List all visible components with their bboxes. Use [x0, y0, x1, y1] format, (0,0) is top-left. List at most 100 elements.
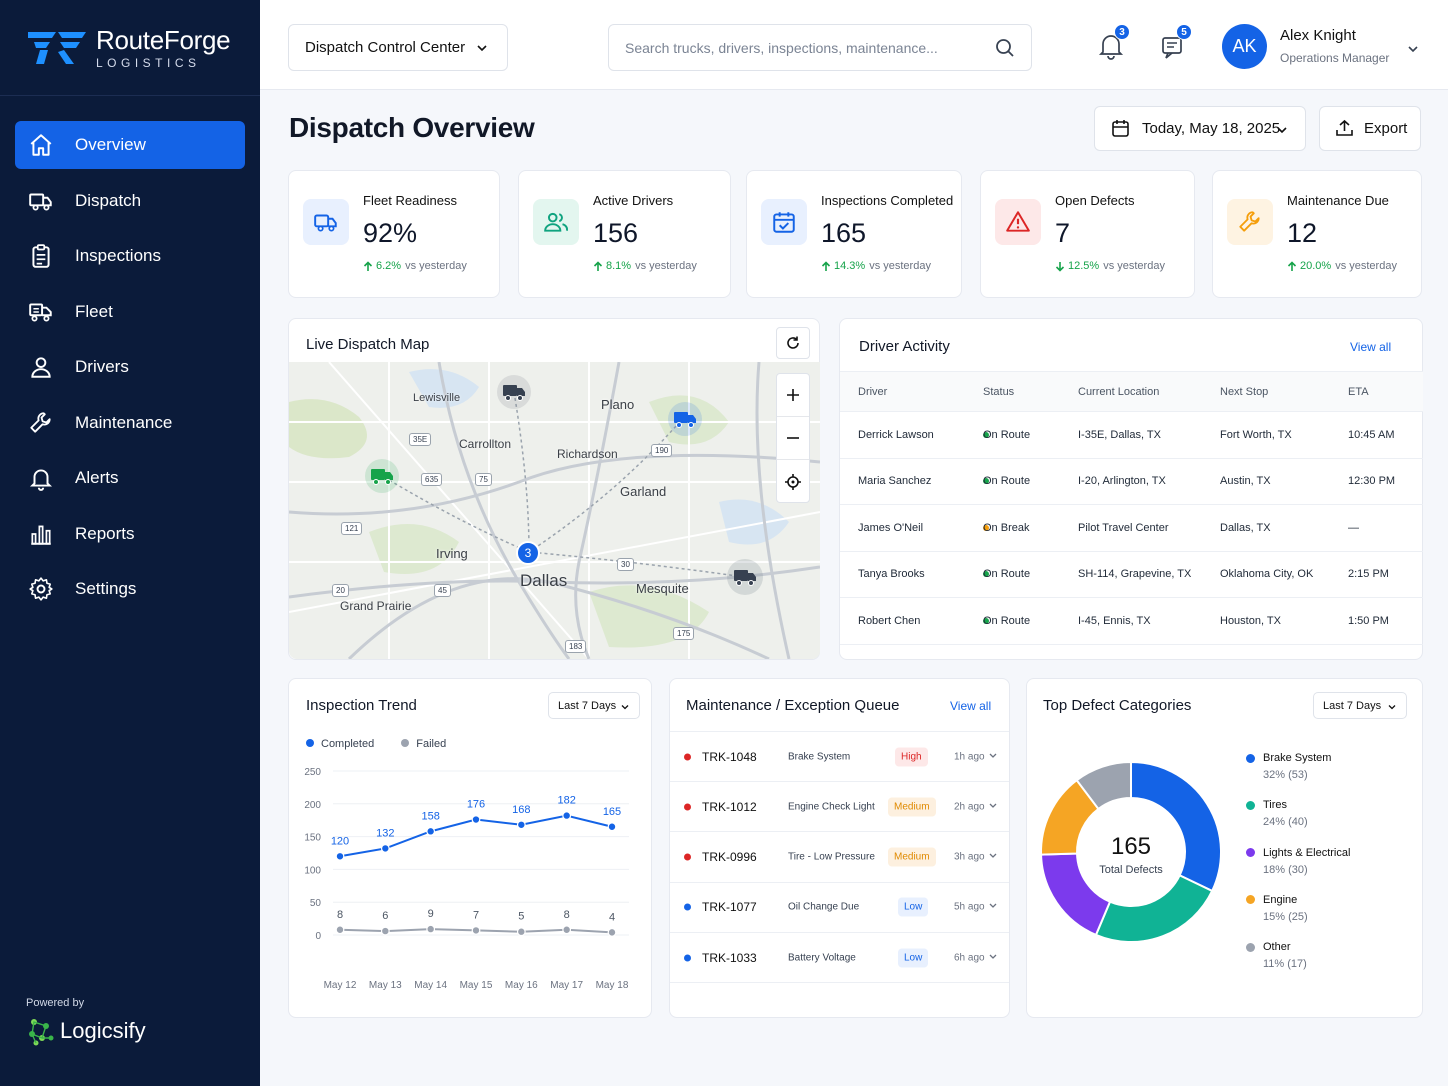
legend-item[interactable]: Lights & Electrical 18% (30): [1246, 847, 1350, 876]
column-header[interactable]: Current Location: [1078, 385, 1160, 398]
expand-chevron-icon[interactable]: [988, 951, 998, 964]
data-label: 6: [382, 910, 388, 922]
user-menu-chevron-icon[interactable]: [1406, 42, 1420, 56]
map-city-label: Irving: [436, 546, 468, 561]
truck-marker[interactable]: [497, 375, 531, 409]
zoom-in-button[interactable]: [777, 374, 809, 417]
top-defects-card: Top Defect Categories Last 7 Days 165 Tot…: [1026, 678, 1423, 1018]
priority-badge: Low: [898, 897, 929, 917]
kpi-delta-suffix: vs yesterday: [1103, 260, 1165, 272]
map-refresh-button[interactable]: [776, 327, 810, 359]
kpi-card-maintenance-due[interactable]: Maintenance Due 12 20.0% vs yesterday: [1212, 170, 1422, 298]
sidebar-item-maintenance[interactable]: Maintenance: [15, 399, 245, 447]
search-icon[interactable]: [995, 38, 1015, 58]
search-input[interactable]: [625, 39, 985, 56]
table-row[interactable]: Tanya Brooks On Route SH-114, Grapevine,…: [840, 552, 1423, 598]
failed-point: [426, 924, 436, 934]
kpi-label: Active Drivers: [593, 193, 674, 208]
legend-dot: [1246, 800, 1255, 810]
sidebar-item-settings[interactable]: Settings: [15, 565, 245, 613]
table-row[interactable]: Robert Chen On Route I-45, Ennis, TX Hou…: [840, 598, 1423, 645]
locate-button[interactable]: [777, 460, 809, 503]
sidebar-item-reports[interactable]: Reports: [15, 510, 245, 558]
sidebar-item-drivers[interactable]: Drivers: [15, 343, 245, 391]
legend-item[interactable]: Engine 15% (25): [1246, 894, 1308, 923]
notifications-button[interactable]: 3: [1098, 24, 1130, 60]
truck-icon: [28, 188, 54, 214]
avatar[interactable]: AK: [1222, 24, 1267, 69]
kpi-card-open-defects[interactable]: Open Defects 7 12.5% vs yesterday: [980, 170, 1195, 298]
driver-next-stop: Houston, TX: [1220, 614, 1281, 627]
table-row[interactable]: Maria Sanchez On Route I-20, Arlington, …: [840, 459, 1423, 505]
sidebar-item-fleet[interactable]: Fleet: [15, 288, 245, 336]
expand-chevron-icon[interactable]: [988, 901, 998, 914]
column-header[interactable]: Status: [983, 385, 1015, 398]
donut-slice[interactable]: [1075, 760, 1132, 811]
kpi-card-fleet-readiness[interactable]: Fleet Readiness 92% 6.2% vs yesterday: [288, 170, 500, 298]
expand-chevron-icon[interactable]: [988, 851, 998, 864]
expand-chevron-icon[interactable]: [988, 800, 998, 813]
chevron-down-icon: [1388, 705, 1396, 710]
legend-dot: [1246, 753, 1255, 763]
cluster-marker[interactable]: 3: [516, 541, 540, 565]
legend-item[interactable]: Tires 24% (40): [1246, 799, 1308, 828]
inspection-range-select[interactable]: Last 7 Days: [548, 692, 640, 719]
kpi-card-inspections-completed[interactable]: Inspections Completed 165 14.3% vs yester…: [746, 170, 962, 298]
priority-badge: Medium: [888, 847, 936, 867]
control-center-label: Dispatch Control Center: [305, 39, 466, 56]
completed-point: [562, 811, 572, 821]
queue-issue: Tire - Low Pressure: [788, 851, 875, 863]
sidebar-item-inspections[interactable]: Inspections: [15, 232, 245, 280]
kpi-delta-suffix: vs yesterday: [405, 260, 467, 272]
truck-marker[interactable]: [727, 559, 763, 595]
donut-slice[interactable]: [1094, 874, 1214, 943]
legend-name: Other: [1263, 941, 1291, 954]
queue-view-all-link[interactable]: View all: [950, 699, 992, 713]
queue-issue: Battery Voltage: [788, 952, 856, 964]
zoom-out-button[interactable]: [777, 417, 809, 460]
queue-item[interactable]: TRK-1012 Engine Check Light Medium 2h ag…: [670, 782, 1009, 833]
highway-shield: 35E: [409, 433, 432, 446]
defects-range-select[interactable]: Last 7 Days: [1313, 692, 1407, 719]
queue-time: 1h ago: [954, 751, 985, 762]
truck-marker[interactable]: [668, 402, 702, 436]
user-name[interactable]: Alex Knight: [1280, 27, 1356, 44]
refresh-icon: [787, 336, 799, 349]
queue-item[interactable]: TRK-0996 Tire - Low Pressure Medium 3h a…: [670, 833, 1009, 883]
queue-item[interactable]: TRK-1077 Oil Change Due Low 5h ago: [670, 883, 1009, 933]
queue-time: 3h ago: [954, 851, 985, 863]
legend-item[interactable]: Brake System 32% (53): [1246, 752, 1331, 781]
map-canvas[interactable]: Lewisville Plano Carrollton Richardson Garla…: [289, 362, 820, 659]
truck-marker[interactable]: [365, 459, 399, 493]
plus-icon: [787, 389, 799, 401]
map-city-label: Lewisville: [413, 392, 461, 404]
maintenance-queue-card: Maintenance / Exception Queue View all T…: [669, 678, 1010, 1018]
wrench-icon: [28, 410, 54, 436]
messages-button[interactable]: 5: [1160, 24, 1192, 60]
sidebar-item-dispatch[interactable]: Dispatch: [15, 177, 245, 225]
sidebar-item-overview[interactable]: Overview: [15, 121, 245, 169]
status-dot: [983, 524, 989, 531]
queue-item[interactable]: TRK-1033 Battery Voltage Low 6h ago: [670, 933, 1009, 984]
export-button[interactable]: Export: [1319, 106, 1421, 151]
table-row[interactable]: James O'Neil On Break Pilot Travel Cente…: [840, 505, 1423, 552]
arrow-up-icon: [593, 260, 603, 271]
kpi-card-active-drivers[interactable]: Active Drivers 156 8.1% vs yesterday: [518, 170, 731, 298]
donut-slice[interactable]: [1130, 760, 1222, 893]
calendar-check-icon: [761, 199, 807, 245]
expand-chevron-icon[interactable]: [988, 750, 998, 763]
sidebar-item-alerts[interactable]: Alerts: [15, 454, 245, 502]
date-picker-button[interactable]: Today, May 18, 2025: [1094, 106, 1306, 151]
legend-item[interactable]: Other 11% (17): [1246, 941, 1307, 970]
driver-name: Robert Chen: [858, 614, 921, 627]
table-row[interactable]: Derrick Lawson On Route I-35E, Dallas, T…: [840, 412, 1423, 459]
driver-activity-view-all-link[interactable]: View all: [1350, 340, 1392, 354]
column-header[interactable]: Driver: [858, 385, 888, 398]
highway-shield: 121: [341, 522, 363, 535]
data-label: 158: [421, 810, 439, 822]
queue-item[interactable]: TRK-1048 Brake System High 1h ago: [670, 732, 1009, 782]
control-center-select[interactable]: Dispatch Control Center: [288, 24, 508, 71]
column-header[interactable]: Next Stop: [1220, 385, 1269, 398]
messages-badge: 5: [1176, 24, 1192, 40]
column-header[interactable]: ETA: [1348, 385, 1369, 398]
